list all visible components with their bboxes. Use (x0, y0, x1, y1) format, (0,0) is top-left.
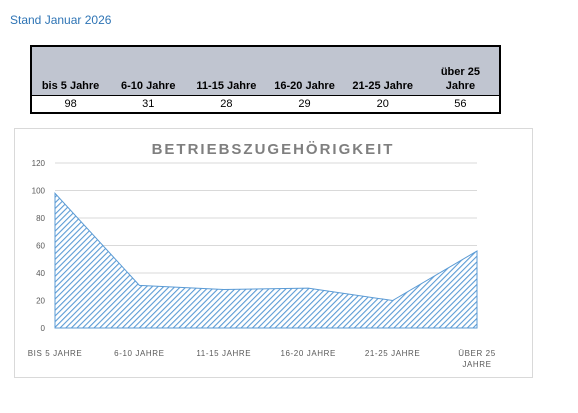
x-tick-label: 16-20 JAHRE (280, 349, 336, 358)
stand-label: Stand Januar 2026 (10, 13, 112, 27)
x-tick-label: BIS 5 JAHRE (28, 349, 83, 358)
table-header-row: bis 5 Jahre 6-10 Jahre 11-15 Jahre 16-20… (31, 46, 500, 96)
table-header-cell: 6-10 Jahre (109, 46, 188, 96)
table-cell: 29 (265, 95, 344, 113)
y-tick-label: 20 (36, 297, 45, 306)
y-tick-label: 40 (36, 269, 45, 278)
data-table: bis 5 Jahre 6-10 Jahre 11-15 Jahre 16-20… (30, 45, 501, 114)
table-row: 98 31 28 29 20 56 (31, 95, 500, 113)
table-cell: 20 (343, 95, 422, 113)
table-header-cell: 16-20 Jahre (265, 46, 344, 96)
y-tick-label: 80 (36, 214, 45, 223)
table-header-cell: bis 5 Jahre (31, 46, 110, 96)
x-tick-label: 11-15 JAHRE (196, 349, 251, 358)
y-tick-label: 100 (32, 187, 46, 196)
x-tick-label: 21-25 JAHRE (365, 349, 421, 358)
table-cell: 31 (109, 95, 188, 113)
table-header-cell: über 25 Jahre (421, 46, 500, 96)
x-tick-label: 6-10 JAHRE (114, 349, 164, 358)
table-cell: 56 (421, 95, 500, 113)
chart-frame: BETRIEBSZUGEHÖRIGKEIT 0 20 40 60 80 100 120 BI… (14, 128, 533, 378)
area-chart: BETRIEBSZUGEHÖRIGKEIT 0 20 40 60 80 100 120 BI… (28, 141, 496, 369)
chart-title: BETRIEBSZUGEHÖRIGKEIT (152, 141, 395, 158)
table-cell: 28 (187, 95, 266, 113)
y-tick-label: 0 (41, 324, 46, 333)
table-header-cell: 11-15 Jahre (187, 46, 266, 96)
area-series (54, 191, 478, 329)
y-tick-label: 120 (32, 159, 46, 168)
y-tick-label: 60 (36, 242, 45, 251)
table-cell: 98 (31, 95, 110, 113)
x-tick-label: ÜBER 25 JAHRE (458, 349, 496, 369)
table-header-cell: 21-25 Jahre (343, 46, 422, 96)
